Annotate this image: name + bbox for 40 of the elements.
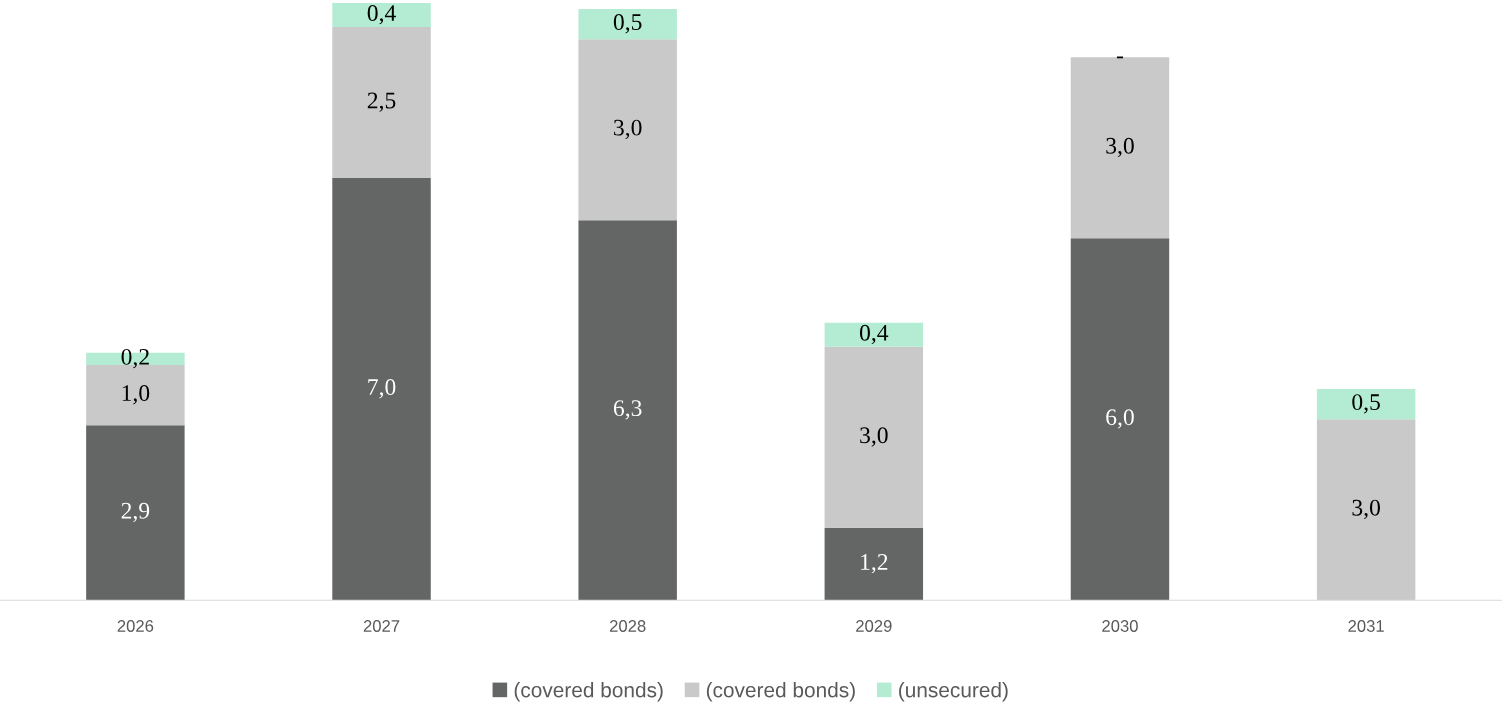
data-label: 6,0 [1106,409,1134,429]
data-label: 0,5 [613,14,642,34]
x-tick-label: 2031 [1348,620,1384,632]
bar [332,2,431,28]
bar [1070,238,1170,601]
legend-label: (covered bonds) [706,682,855,702]
bar [824,527,924,601]
data-label: 3,0 [860,427,888,447]
data-label: 2,9 [121,502,150,523]
bar [1070,57,1170,239]
bar [1316,389,1416,420]
data-label: 7,0 [368,379,396,399]
data-label: 1,2 [861,554,888,574]
data-label: 3,0 [1352,499,1380,520]
x-tick-label: 2028 [609,620,646,632]
bar [824,322,924,347]
data-label: 2,5 [367,92,396,112]
bar [824,346,924,528]
bar [578,220,677,601]
bar [332,27,431,178]
bar [1316,419,1416,601]
bar [578,9,677,40]
legend-label: (covered bonds) [514,682,663,702]
data-label: 0,5 [1352,394,1380,414]
x-tick-label: 2029 [856,620,892,632]
bar [578,39,677,221]
data-label: 1,0 [122,385,150,405]
data-label: 0,4 [859,324,889,345]
data-label: - [1116,56,1124,59]
x-tick-label: 2027 [363,620,400,632]
x-tick-label: 2030 [1102,620,1138,632]
data-label: 3,0 [614,119,642,139]
data-label: 0,2 [121,348,149,369]
legend-label: (unsecured) [899,682,1008,702]
bar [86,425,185,601]
data-label: 0,4 [367,5,396,25]
data-label: 6,3 [613,400,642,420]
bar [332,177,431,601]
data-label: 3,0 [1106,137,1134,158]
x-tick-label: 2026 [117,620,154,632]
